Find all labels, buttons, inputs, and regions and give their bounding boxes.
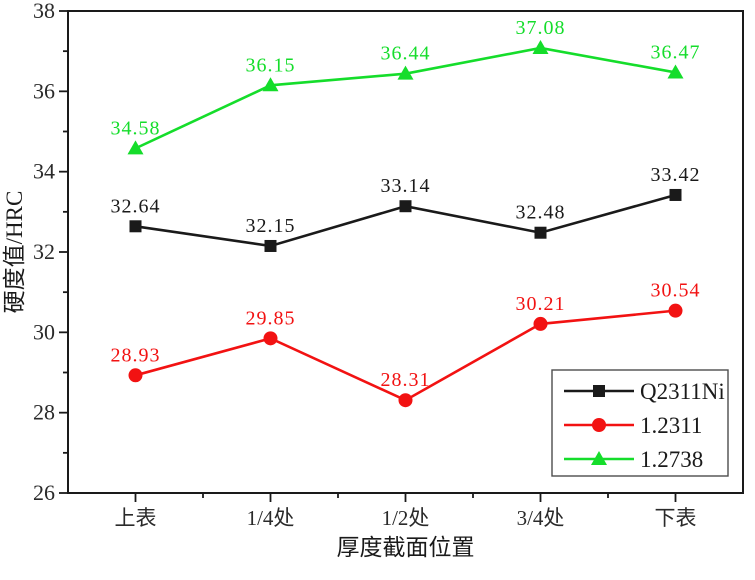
- data-point-marker: [263, 331, 278, 346]
- y-tick-label: 32: [33, 239, 55, 264]
- data-point-label: 29.85: [246, 307, 296, 329]
- data-point-marker: [397, 65, 414, 80]
- x-tick-label: 3/4处: [517, 506, 565, 530]
- data-point-label: 30.21: [516, 293, 566, 315]
- data-point-marker: [532, 39, 549, 54]
- data-point-marker: [668, 303, 683, 318]
- data-point-marker: [128, 368, 143, 383]
- data-point-label: 30.54: [651, 280, 701, 302]
- data-point-marker: [669, 188, 682, 201]
- legend-item-1.2738: 1.2738: [564, 447, 703, 472]
- data-point-marker: [264, 239, 277, 252]
- data-point-marker: [533, 316, 548, 331]
- data-point-marker: [667, 64, 684, 79]
- legend-marker-triangle-icon: [591, 451, 607, 465]
- y-tick-label: 26: [33, 480, 55, 505]
- data-point-label: 33.42: [651, 164, 701, 186]
- data-point-label: 28.31: [381, 369, 431, 391]
- data-point-marker: [262, 77, 279, 92]
- data-point-label: 32.15: [246, 215, 296, 237]
- y-tick-label: 30: [33, 319, 55, 344]
- data-point-marker: [534, 226, 547, 239]
- data-point-label: 34.58: [111, 117, 161, 139]
- data-point-label: 33.14: [381, 175, 431, 197]
- y-tick-label: 38: [33, 0, 55, 23]
- series-1.2738: 34.58 36.15 36.44 37.08 36.47: [111, 17, 701, 155]
- data-point-marker: [399, 200, 412, 213]
- y-axis-title: 硬度值/HRC: [2, 191, 27, 314]
- x-tick-label: 下表: [655, 506, 697, 530]
- x-tick-label: 1/2处: [382, 506, 430, 530]
- data-point-label: 37.08: [516, 17, 566, 39]
- legend-item-1.2311: 1.2311: [564, 413, 702, 438]
- legend-marker-circle-icon: [592, 418, 606, 432]
- y-tick-label: 36: [33, 78, 55, 103]
- x-tick-label: 上表: [115, 506, 157, 530]
- data-point-label: 32.48: [516, 202, 566, 224]
- data-point-label: 36.15: [246, 54, 296, 76]
- data-point-label: 28.93: [111, 344, 161, 366]
- legend-marker-square-icon: [593, 385, 605, 397]
- x-axis-title: 厚度截面位置: [337, 535, 475, 560]
- legend-item-Q2311Ni: Q2311Ni: [564, 379, 725, 404]
- x-tick-label: 1/4处: [247, 506, 295, 530]
- series-1.2311: 28.93 29.85 28.31 30.21 30.54: [111, 280, 701, 408]
- legend-label: 1.2311: [640, 413, 702, 438]
- data-point-label: 36.44: [381, 43, 431, 65]
- legend-label: 1.2738: [640, 447, 703, 472]
- series-Q2311Ni: 32.64 32.15 33.14 32.48 33.42: [111, 164, 701, 252]
- x-axis: 上表 1/4处 1/2处 3/4处 下表: [115, 493, 697, 530]
- y-tick-label: 28: [33, 400, 55, 425]
- y-tick-label: 34: [33, 159, 55, 184]
- data-point-marker: [127, 140, 144, 155]
- axes: 26 28 30 32 34 36 38 上表 1/4处 1/2处 3/4处 下表 硬度值/HRC 厚度截…: [2, 0, 744, 560]
- data-point-marker: [129, 220, 142, 233]
- data-point-label: 36.47: [651, 41, 701, 63]
- data-point-marker: [398, 393, 413, 408]
- legend: Q2311Ni 1.2311 1.2738: [551, 369, 729, 477]
- data-point-label: 32.64: [111, 195, 161, 217]
- y-axis: 26 28 30 32 34 36 38: [33, 0, 68, 505]
- legend-label: Q2311Ni: [640, 379, 725, 404]
